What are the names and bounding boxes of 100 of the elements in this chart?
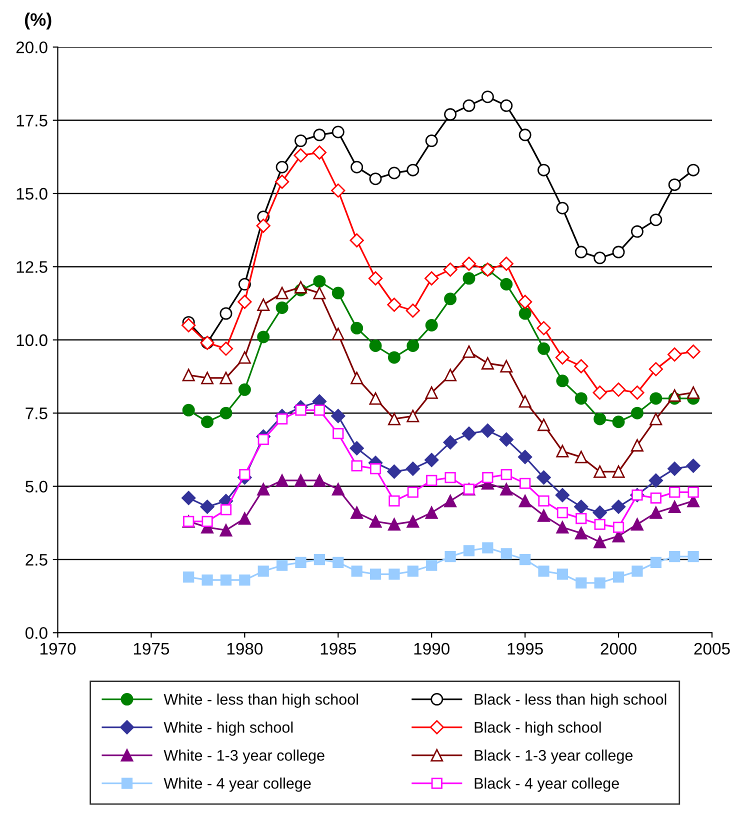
point [369, 172, 382, 186]
point [239, 469, 250, 480]
point [258, 566, 269, 577]
point [463, 545, 475, 556]
point [314, 554, 326, 566]
point [630, 518, 644, 531]
point [480, 424, 495, 438]
y-tick-label: 12.5 [16, 261, 48, 273]
point [220, 524, 232, 536]
point [332, 428, 344, 440]
legend-label: Black - 1-3 year college [474, 750, 633, 764]
point [594, 577, 606, 588]
point [668, 462, 682, 476]
point [182, 368, 195, 382]
point [688, 551, 699, 562]
point [462, 345, 476, 358]
point [331, 408, 346, 424]
point [276, 474, 288, 487]
point [238, 512, 251, 525]
point [426, 474, 438, 486]
point [648, 473, 663, 488]
point [650, 492, 662, 504]
point [220, 504, 232, 516]
point [406, 164, 420, 176]
point [668, 389, 681, 402]
y-tick-label: 15.0 [16, 188, 48, 200]
point [351, 566, 362, 577]
point [276, 160, 288, 174]
y-tick-label: 20.0 [16, 41, 48, 54]
point [443, 435, 458, 450]
point [630, 386, 644, 400]
point [688, 486, 699, 498]
point [594, 536, 606, 548]
point [387, 298, 402, 312]
point [520, 478, 531, 489]
point [182, 404, 195, 416]
point [482, 542, 494, 554]
point [425, 386, 438, 399]
point [594, 465, 606, 478]
point [574, 246, 588, 258]
point [462, 272, 476, 285]
point [518, 307, 532, 320]
point [630, 439, 644, 452]
point [574, 392, 588, 405]
point [556, 374, 569, 388]
point [536, 470, 551, 485]
point [518, 128, 532, 142]
point [350, 233, 364, 248]
point [276, 413, 288, 425]
point [257, 298, 270, 312]
point [482, 472, 494, 484]
point [407, 566, 418, 577]
point [555, 350, 570, 365]
y-tick-label: 0.0 [26, 627, 48, 639]
point [611, 382, 626, 397]
point [594, 412, 606, 426]
point [274, 174, 290, 189]
point [462, 256, 476, 271]
point [444, 292, 457, 306]
point [425, 319, 438, 332]
point [518, 294, 532, 309]
point [295, 404, 306, 416]
x-tick-label: 1975 [134, 642, 170, 655]
point [256, 218, 270, 233]
point [556, 507, 568, 518]
point [520, 554, 531, 566]
point [276, 286, 288, 300]
point [202, 574, 213, 586]
point [668, 347, 682, 362]
point [500, 360, 513, 373]
point [426, 560, 438, 571]
x-tick-label: 1980 [227, 642, 263, 655]
point [369, 515, 382, 528]
point [388, 412, 400, 426]
point [313, 275, 326, 288]
point [612, 465, 625, 478]
point [444, 494, 457, 508]
point [687, 164, 700, 176]
point [669, 551, 680, 562]
point [370, 463, 382, 474]
point [201, 372, 214, 384]
legend-label: White - high school [164, 722, 293, 736]
point [350, 506, 364, 519]
point [518, 494, 532, 508]
point [556, 568, 568, 580]
point [648, 362, 663, 376]
point [332, 556, 344, 568]
point [668, 500, 681, 514]
x-tick-label: 1990 [414, 642, 450, 655]
point [500, 469, 512, 480]
point [406, 410, 420, 422]
point [257, 482, 270, 496]
point [331, 183, 346, 198]
point [538, 164, 550, 176]
point [500, 278, 513, 291]
point [388, 351, 400, 364]
point [481, 90, 494, 104]
point [462, 426, 476, 441]
point [538, 495, 550, 507]
point [424, 271, 439, 286]
